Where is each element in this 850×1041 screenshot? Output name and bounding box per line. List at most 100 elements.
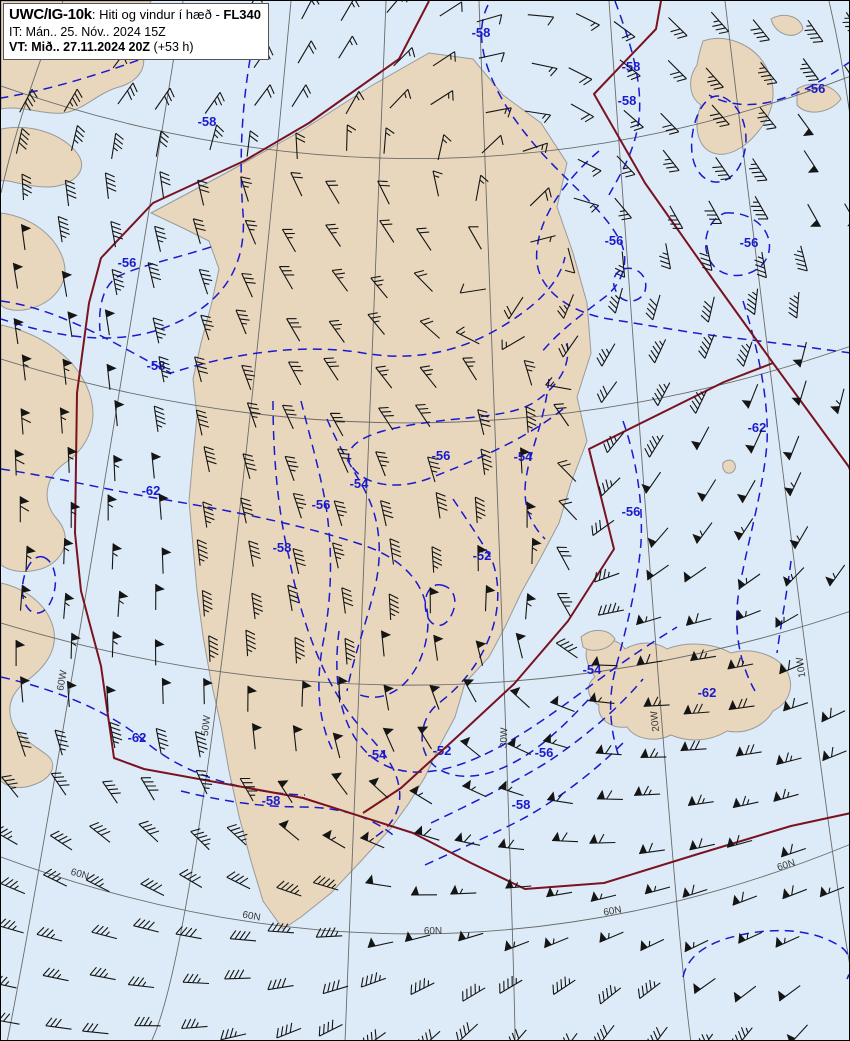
barb-staff [458, 932, 484, 942]
wind-barb [450, 884, 477, 895]
wind-barb [598, 985, 622, 1005]
barb-flag-50kt [331, 772, 343, 781]
barb-flag-50kt [454, 832, 463, 842]
barb-staff [481, 134, 504, 154]
wind-barb [520, 447, 530, 474]
wind-barb [543, 733, 569, 749]
barb-staff [462, 357, 477, 381]
barb-staff [555, 638, 578, 659]
wind-barb [200, 314, 214, 341]
wind-barb [297, 40, 317, 64]
barb-staff [107, 494, 114, 521]
barb-staff [410, 978, 435, 995]
wind-barb [745, 429, 763, 454]
wind-barb [14, 449, 25, 476]
wind-barb [325, 180, 340, 204]
barb-staff [82, 1022, 109, 1035]
barb-staff [667, 205, 684, 229]
barb-staff [701, 479, 717, 502]
wind-barb [382, 727, 395, 752]
barb-staff [195, 409, 210, 436]
wind-barb [20, 408, 32, 435]
barb-staff [251, 723, 256, 750]
barb-staff [527, 14, 555, 26]
barb-staff [25, 545, 32, 572]
barb-flag-50kt [498, 838, 507, 848]
isotherm-contour [608, 1, 641, 196]
barb-staff [251, 592, 264, 620]
wind-barb [1, 877, 26, 895]
isotherm-label: -56 [432, 448, 451, 463]
wind-barb [616, 155, 636, 178]
wind-barb [598, 477, 621, 497]
wind-barb [251, 592, 264, 620]
isotherm-label: -58 [273, 540, 292, 555]
wind-barb [104, 172, 117, 199]
barb-staff [154, 225, 167, 252]
barb-flag-50kt [21, 408, 31, 417]
wind-barb [596, 381, 618, 404]
barb-staff [367, 941, 394, 948]
barb-flag-50kt [697, 492, 707, 502]
barb-flag-50kt [113, 455, 124, 464]
barb-staff [367, 312, 385, 335]
barb-flag-50kt [381, 630, 392, 639]
wind-barb [705, 67, 724, 90]
wind-barb [204, 91, 225, 114]
wind-barb [704, 200, 723, 225]
barb-flag-50kt [114, 400, 125, 409]
wind-barb [684, 939, 709, 953]
wind-barb [155, 727, 169, 755]
barb-staff [140, 877, 165, 896]
wind-barb [54, 729, 69, 756]
barb-staff [277, 780, 293, 804]
wind-barb [776, 752, 802, 766]
wind-barb [161, 677, 172, 705]
wind-barb [503, 296, 524, 320]
barb-staff [1, 1012, 20, 1025]
barb-staff [332, 732, 341, 759]
barb-flag-50kt [693, 983, 701, 994]
wind-barb [12, 262, 24, 289]
svalbard-main [690, 37, 774, 155]
iceland [585, 638, 791, 741]
barb-flag-50kt [643, 696, 652, 707]
barb-staff [114, 400, 118, 427]
barb-staff [57, 215, 70, 243]
wind-barb [57, 215, 70, 243]
land-layer [1, 1, 842, 930]
graticule-label: 60N [241, 910, 261, 924]
barb-staff [593, 1024, 615, 1040]
barb-staff [462, 785, 487, 798]
barb-staff [634, 785, 661, 796]
isotherm-label: -56 [312, 497, 331, 512]
barb-staff [19, 584, 27, 611]
wind-barb [151, 452, 162, 479]
barb-flag-50kt [588, 692, 597, 702]
wind-barb [623, 109, 644, 132]
barb-flag-50kt [22, 354, 32, 363]
wind-barb [338, 676, 349, 703]
wind-barb [386, 1, 408, 13]
wind-barb [660, 112, 680, 135]
barb-staff [597, 602, 625, 616]
wind-barb [419, 317, 440, 339]
wind-barb [791, 380, 807, 406]
wind-barb [229, 930, 257, 942]
barb-staff [475, 174, 489, 201]
wind-barb [195, 769, 213, 795]
isotherm-label: -56 [118, 255, 137, 270]
wind-barb [379, 219, 395, 243]
barb-staff [646, 564, 669, 581]
wind-barb [662, 149, 680, 173]
barb-staff [200, 314, 214, 341]
barb-staff [793, 245, 808, 272]
barb-staff [507, 743, 532, 755]
wind-barb [13, 318, 24, 345]
wind-barb [462, 779, 487, 798]
barb-flag-50kt [338, 676, 349, 685]
wind-barb [340, 1, 360, 21]
barb-staff [529, 187, 552, 207]
wind-barb [697, 479, 717, 502]
flight-level: FL340 [223, 7, 261, 22]
